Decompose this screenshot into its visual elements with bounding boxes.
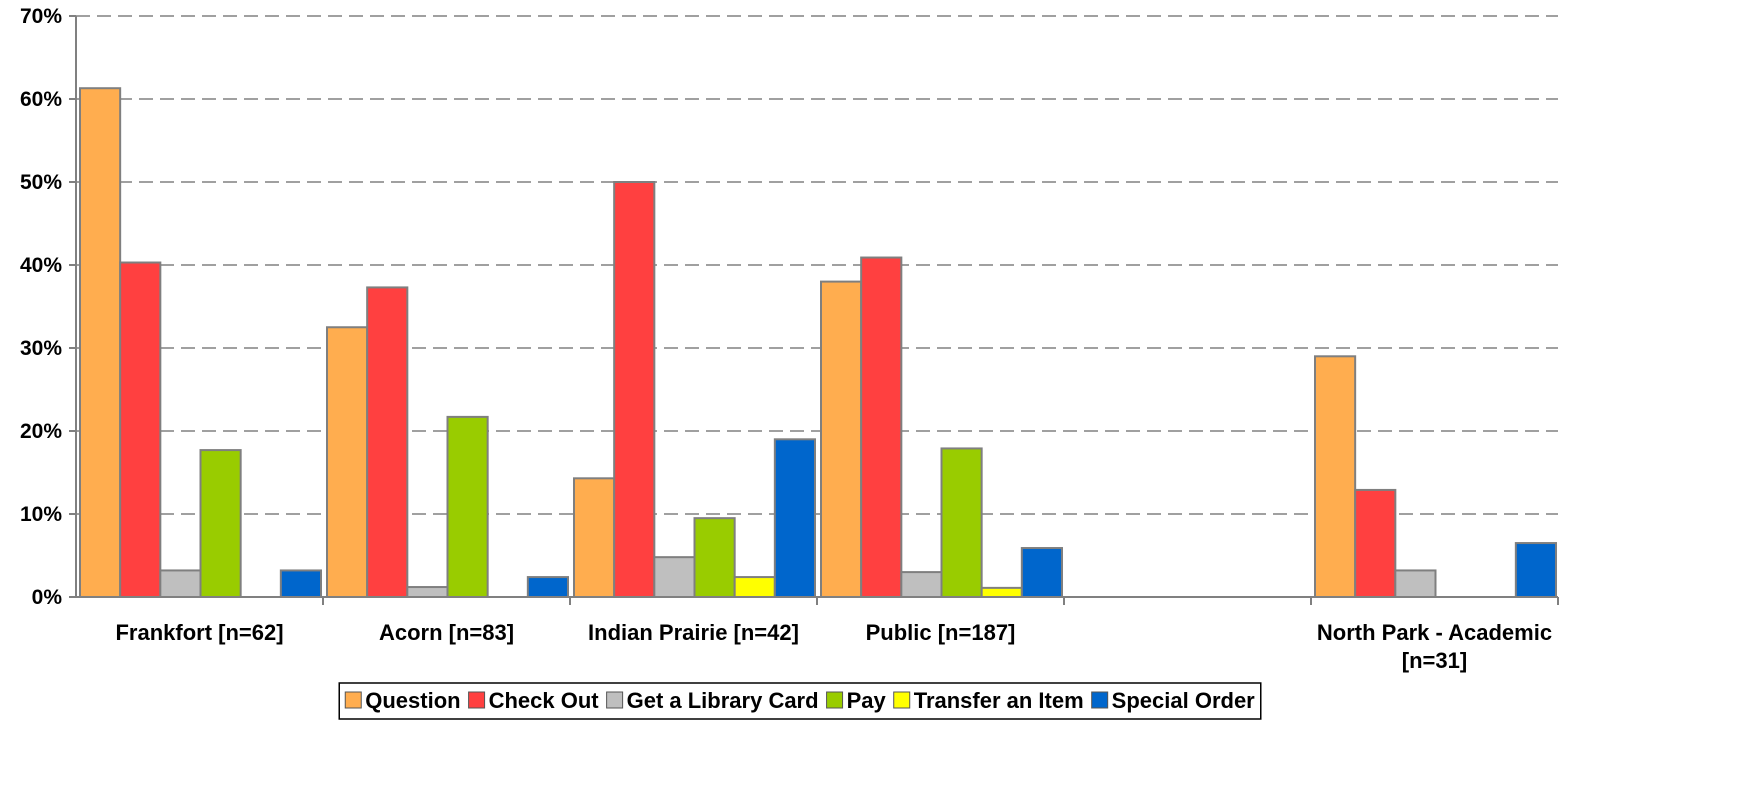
bar-check-out-3 [860,256,903,598]
bar-get-a-library-card-2 [653,556,696,598]
x-axis-labels: Frankfort [n=62] Acorn [n=83] Indian Prair… [115,620,1552,673]
bar-check-out-5 [1354,488,1397,598]
bar-get-a-library-card-5 [1394,569,1437,599]
bar-pay-0 [199,449,242,598]
bar-pay-2 [693,517,736,599]
x-category-label: Frankfort [n=62] [115,620,283,645]
legend-label: Pay [847,688,887,713]
legend-label: Get a Library Card [627,688,819,713]
bar-check-out-1 [366,286,409,598]
bar-question-5 [1314,355,1357,598]
bars [79,87,1558,599]
x-category-label: Public [n=187] [866,620,1016,645]
y-tick-label: 60% [20,88,62,111]
legend-label: Question [365,688,460,713]
x-category-label: [n=31] [1402,648,1467,673]
legend-swatch-check-out [468,691,486,709]
gridlines [76,15,1558,515]
bar-check-out-0 [119,261,162,598]
legend-swatch-special-order [1091,691,1109,709]
bar-pay-3 [940,447,983,598]
x-category-label: Acorn [n=83] [379,620,514,645]
y-tick-label: 0% [32,586,63,609]
bar-check-out-2 [613,181,656,598]
x-category-label: Indian Prairie [n=42] [588,620,799,645]
bar-get-a-library-card-3 [900,571,943,598]
legend-swatch-question [344,691,362,709]
legend-label: Special Order [1112,688,1256,713]
legend-label: Transfer an Item [914,688,1084,713]
bar-question-3 [820,280,863,598]
bar-question-2 [573,477,616,598]
y-tick-label: 40% [20,254,62,277]
y-tick-label: 20% [20,420,62,443]
bar-special-order-0 [279,569,323,599]
bar-get-a-library-card-1 [406,586,449,598]
axes [75,16,1559,605]
legend-swatch-pay [826,691,844,709]
y-axis-ticks: 0% 10% 20% 30% 40% 50% 60% 70% [20,5,76,609]
y-tick-label: 50% [20,171,62,194]
bar-transfer-an-item-2 [733,576,776,599]
bar-pay-1 [446,415,489,599]
bar-question-0 [79,87,122,599]
bar-question-1 [326,326,369,598]
bar-special-order-3 [1020,547,1063,599]
legend-label: Check Out [489,688,600,713]
x-category-label: North Park - Academic [1317,620,1552,645]
bar-special-order-1 [526,576,569,599]
legend-swatch-transfer-an-item [893,691,911,709]
bar-special-order-2 [773,438,816,598]
legend: Question Check Out Get a Library Card Pay Tr… [338,682,1262,720]
y-tick-label: 30% [20,337,62,360]
legend-swatch-get-a-library-card [606,691,624,709]
y-tick-label: 10% [20,503,62,526]
bar-transfer-an-item-3 [980,586,1023,598]
bar-get-a-library-card-0 [159,569,202,599]
bar-special-order-5 [1514,542,1558,598]
y-tick-label: 70% [20,5,62,28]
